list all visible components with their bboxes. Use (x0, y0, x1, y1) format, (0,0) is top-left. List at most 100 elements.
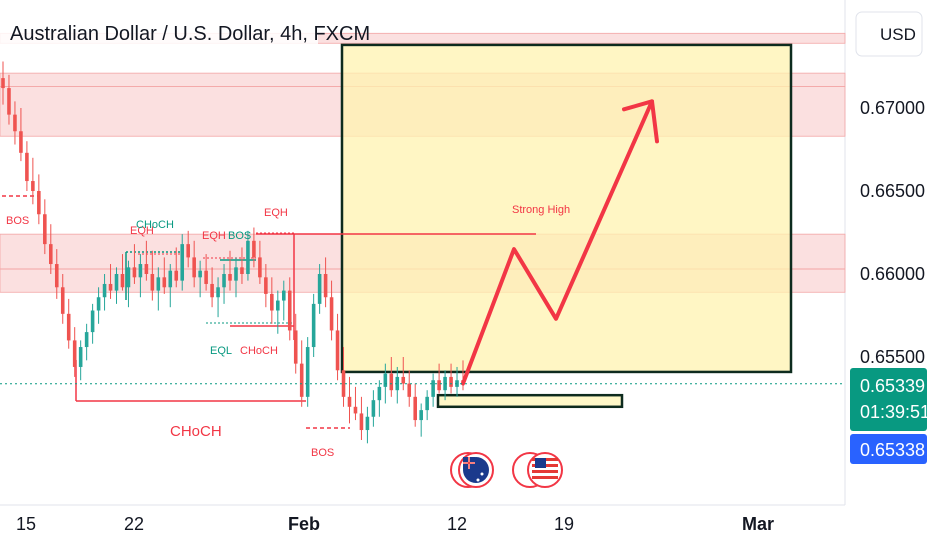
entry-box-rect (436, 393, 624, 409)
candle-body (192, 257, 196, 278)
candle-body (240, 267, 244, 274)
candle (329, 280, 334, 341)
projection-arrowhead (622, 99, 659, 144)
candle (240, 247, 244, 284)
annotation-labels: BOS EQH CHoCH EQH BOS EQH EQL CHoCH CHoC… (6, 204, 570, 459)
candle-body (347, 396, 352, 407)
candle-body (252, 240, 256, 258)
target-box (340, 43, 793, 409)
candle (126, 260, 131, 308)
candle (49, 224, 53, 274)
us-flag-icon[interactable] (512, 452, 563, 488)
candle-body (31, 181, 35, 191)
candle-body (180, 244, 185, 281)
countdown-label: 01:39:51 (860, 402, 930, 422)
candle (1, 61, 5, 105)
candle (377, 380, 382, 417)
candle (84, 323, 89, 361)
candle-body (43, 214, 47, 245)
candle-body (317, 274, 322, 304)
candle (186, 230, 190, 268)
candle-body (431, 380, 435, 397)
label-choch-mid: CHoCH (240, 345, 278, 357)
last-price-badge (850, 368, 927, 431)
candle (347, 376, 352, 424)
candle-body (419, 410, 423, 421)
candle-body (377, 386, 382, 401)
candle (270, 277, 274, 324)
candle (311, 293, 316, 357)
candle-body (162, 277, 167, 288)
candle-body (299, 363, 304, 397)
candle-body (13, 114, 17, 132)
label-eqh-2: EQH (202, 230, 226, 242)
candle (431, 373, 435, 407)
candle (210, 267, 214, 308)
candle-body (258, 257, 262, 278)
candle (228, 250, 232, 291)
candle-body (371, 400, 376, 417)
time-tick-1: 22 (124, 514, 144, 534)
candle (19, 108, 23, 162)
candle-body (54, 264, 59, 288)
price-tick-0: 0.67000 (860, 98, 925, 118)
time-tick-3: 12 (447, 514, 467, 534)
candle-body (407, 383, 412, 397)
target-box-rect (340, 43, 793, 374)
candle (413, 383, 417, 427)
candle-body (287, 290, 292, 331)
candle-body (132, 267, 137, 278)
candle (31, 157, 35, 205)
projection-path (461, 99, 654, 386)
candle (90, 303, 95, 344)
currency-label: USD (880, 25, 916, 44)
label-bos-mid: BOS (228, 230, 251, 242)
candle (455, 366, 459, 397)
candle (371, 390, 376, 427)
candle (425, 390, 429, 421)
zone-0 (0, 32, 846, 44)
candle (401, 357, 406, 391)
candle-body (96, 297, 101, 311)
candle-body (186, 244, 190, 258)
candle-body (353, 406, 358, 414)
candle-body (449, 376, 453, 387)
candle-body (395, 376, 400, 391)
candle (234, 257, 238, 298)
candle (192, 240, 196, 288)
price-tick-3: 0.65500 (860, 347, 925, 367)
price-ticks: 0.67000 0.66500 0.66000 0.65500 (860, 98, 925, 367)
candle-body (222, 274, 226, 288)
candle-body (425, 396, 429, 411)
economic-event-icons[interactable] (450, 452, 563, 488)
candle-body (102, 283, 107, 298)
candle (335, 313, 340, 381)
candle (365, 406, 370, 444)
candle (276, 290, 280, 334)
candle-body (305, 347, 310, 397)
candle (13, 101, 17, 145)
australia-flag-icon[interactable] (450, 452, 494, 488)
candle-body (37, 191, 41, 215)
candle (162, 257, 167, 294)
candle-body (90, 310, 95, 333)
label-choch-big: CHoCH (170, 423, 222, 440)
candle-body (455, 380, 459, 387)
candle-body (228, 274, 232, 281)
candle-body (293, 330, 298, 364)
candle (180, 234, 185, 291)
candle-body (216, 287, 220, 298)
time-tick-4: 19 (554, 514, 574, 534)
candle-body (204, 270, 208, 284)
candle (449, 363, 453, 394)
candle (120, 254, 125, 291)
candle (204, 254, 208, 291)
candle (299, 340, 304, 407)
candle (198, 260, 202, 298)
candle-body (329, 297, 334, 331)
projection-arrow (461, 99, 659, 386)
candle (108, 264, 113, 299)
currency-button[interactable] (855, 11, 923, 57)
